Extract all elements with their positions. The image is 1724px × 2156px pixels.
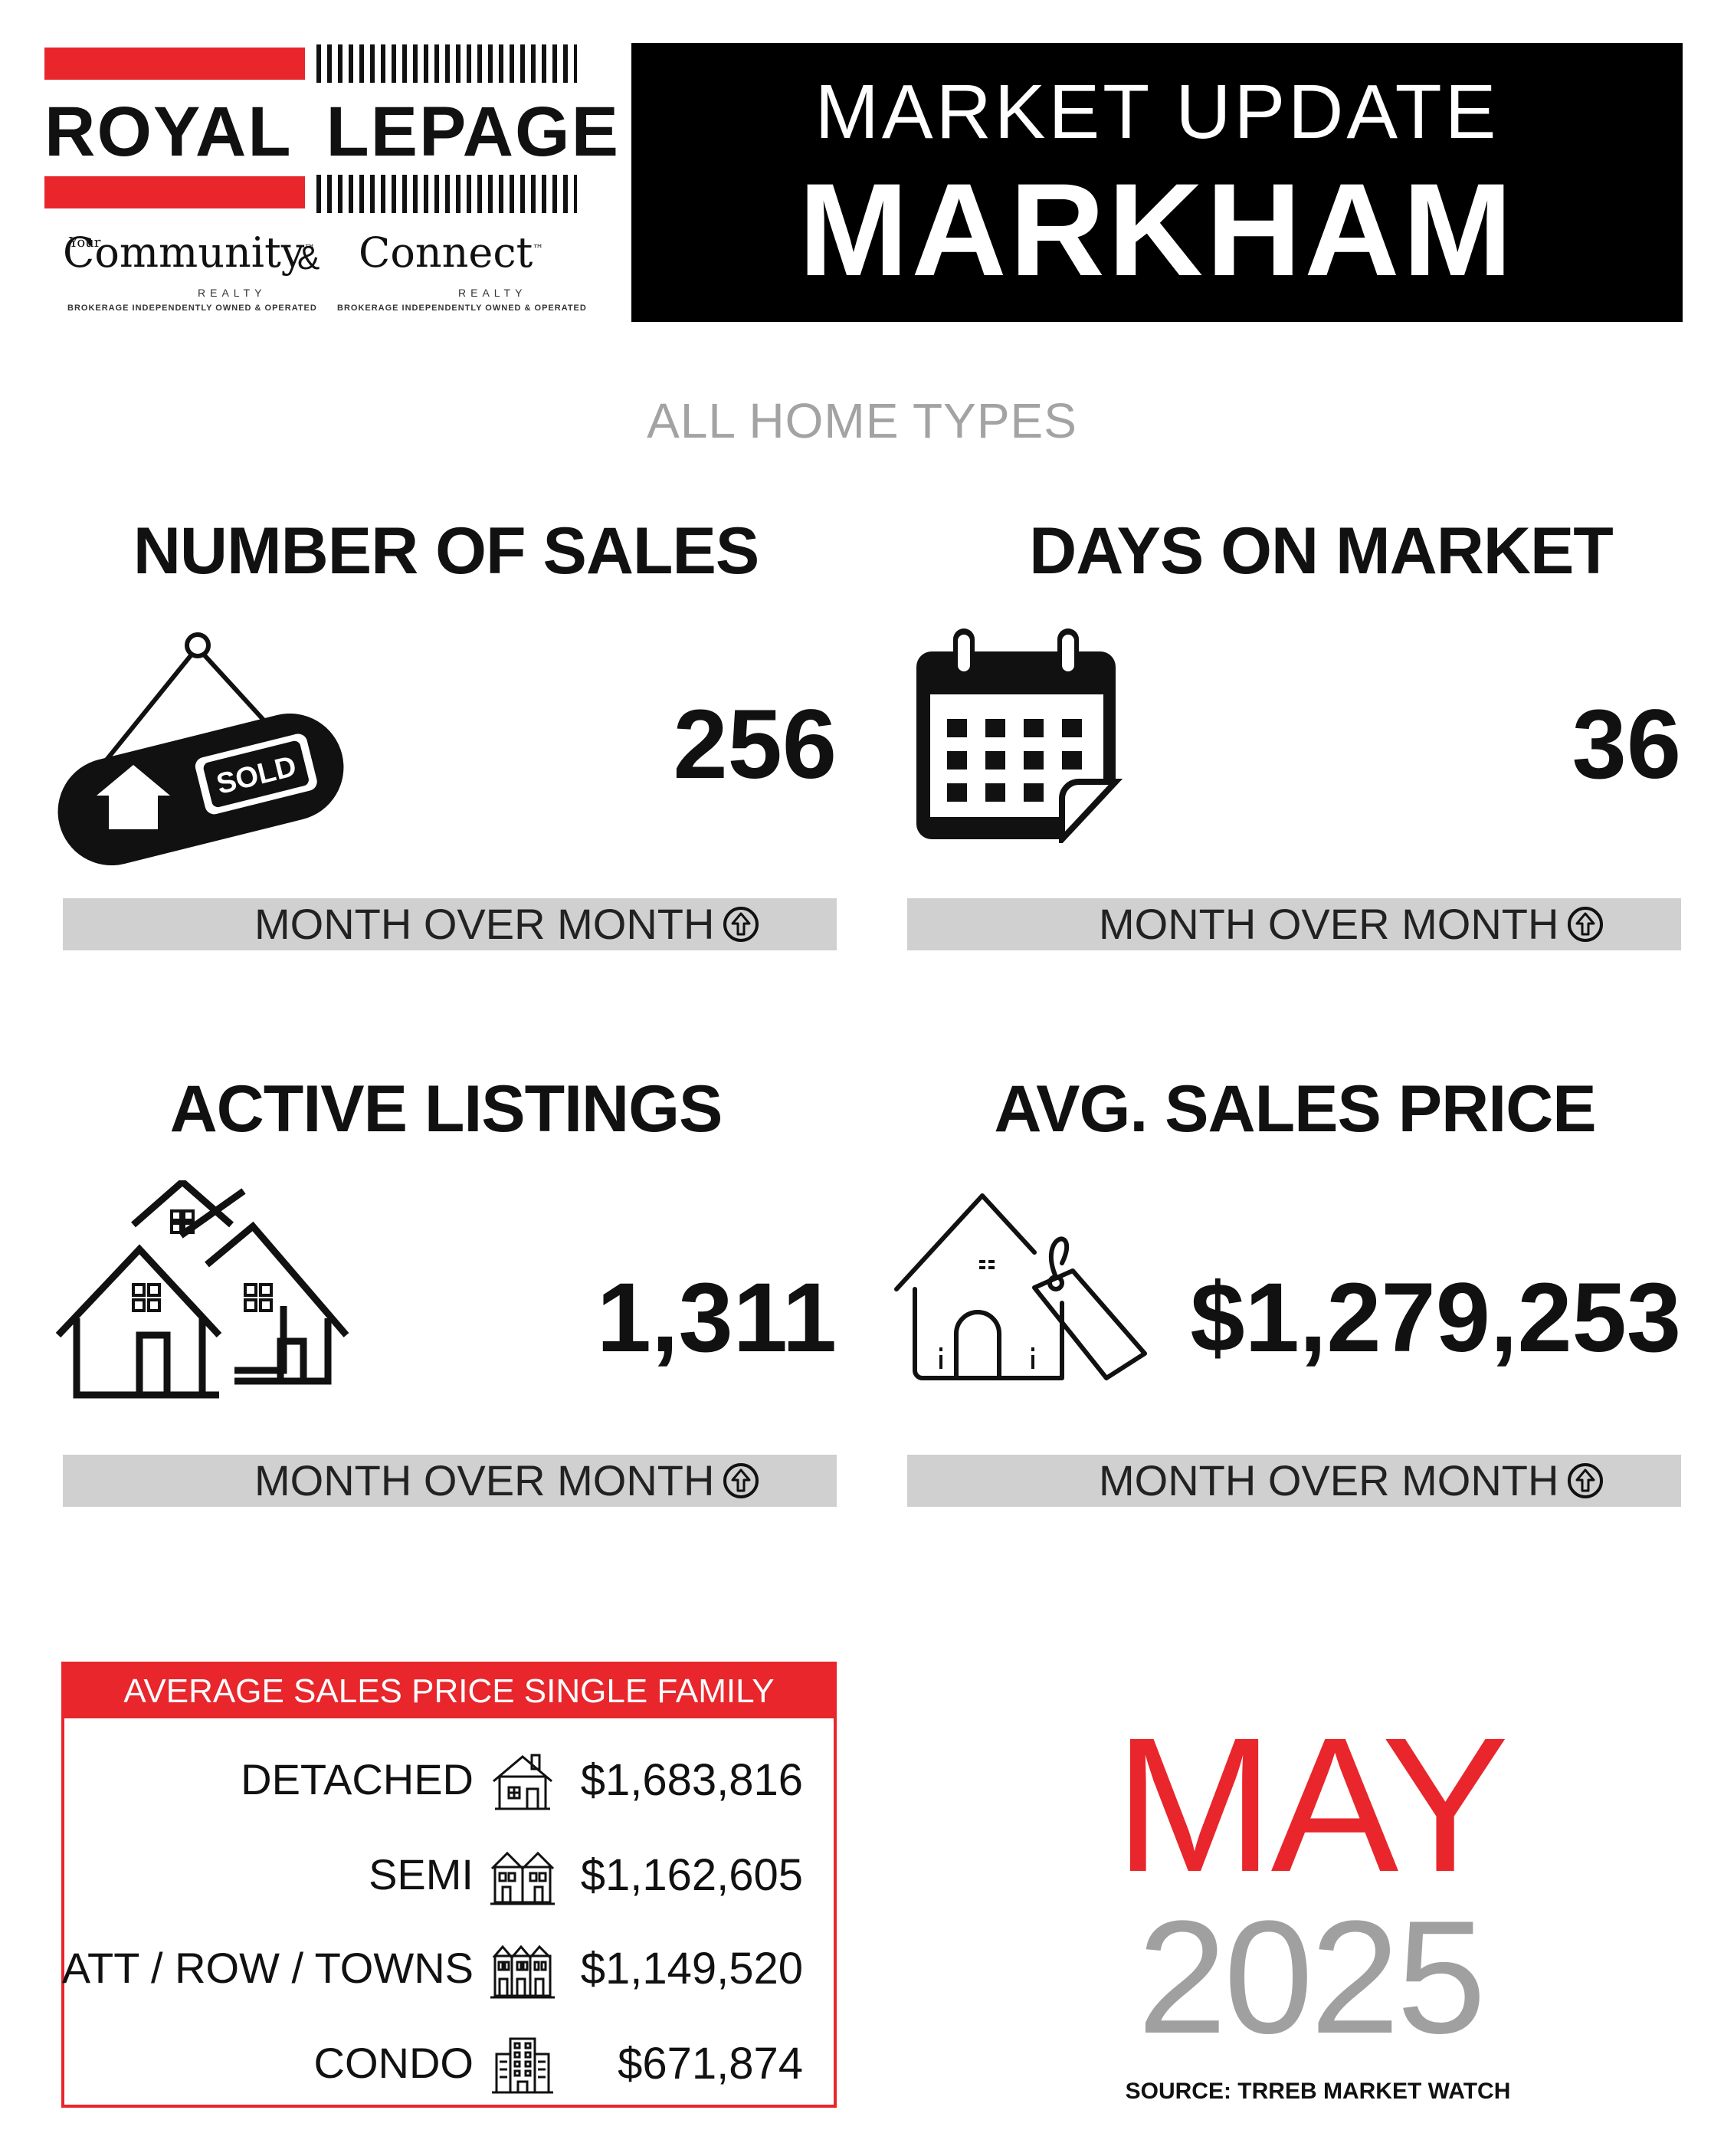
- residence-type: ATT / ROW / TOWNS: [61, 1944, 474, 1992]
- logo-realty-2: REALTY: [458, 287, 527, 299]
- residence-price-table: AVERAGE SALES PRICE SINGLE FAMILY RESIDE…: [61, 1662, 837, 2108]
- residence-type: SEMI: [369, 1850, 474, 1898]
- trend-bar-avg-price: MONTH OVER MONTH: [907, 1455, 1681, 1507]
- trend-bar-sales: MONTH OVER MONTH: [63, 898, 837, 950]
- logo-ampersand: &: [297, 239, 320, 277]
- home-types-subtitle: ALL HOME TYPES: [647, 393, 1077, 448]
- arrow-up-circle-icon: [1568, 1463, 1603, 1498]
- logo-barcode-top: [316, 44, 577, 83]
- header-city: MARKHAM: [798, 156, 1516, 304]
- period-month: MAY: [1114, 1698, 1509, 1912]
- sold-sign-icon: SOLD: [57, 632, 344, 866]
- table-row: DETACHED $1,683,816: [64, 1751, 834, 1812]
- logo-brokerage-2: BROKERAGE INDEPENDENTLY OWNED & OPERATED: [337, 304, 587, 313]
- logo-red-bar-top: [44, 48, 305, 80]
- stat-value-days: 36: [1572, 690, 1681, 799]
- stat-title-sales: NUMBER OF SALES: [133, 514, 759, 588]
- stat-value-avg-price: $1,279,253: [1190, 1263, 1681, 1373]
- residence-price: $1,162,605: [580, 1850, 803, 1900]
- table-row: ATT / ROW / TOWNS $1,149,520: [61, 1939, 834, 2000]
- logo-red-bar-bottom: [44, 176, 305, 208]
- residence-price: $1,149,520: [580, 1944, 803, 1994]
- logo-community-text: Community: [63, 228, 305, 277]
- semi-house-icon: [490, 1851, 555, 1905]
- residence-price: $671,874: [618, 2039, 803, 2089]
- arrow-up-circle-icon: [723, 907, 759, 942]
- logo-tm-2: ™: [533, 243, 544, 255]
- logo-community: Community™: [63, 228, 315, 277]
- logo-realty-1: REALTY: [198, 287, 267, 299]
- header-banner: MARKET UPDATE MARKHAM: [631, 43, 1683, 322]
- trend-label-listings: MONTH OVER MONTH: [254, 1456, 715, 1505]
- trend-label-sales: MONTH OVER MONTH: [254, 900, 715, 948]
- stat-title-days: DAYS ON MARKET: [1029, 514, 1614, 588]
- residence-type: CONDO: [313, 2039, 474, 2087]
- stat-title-avg-price: AVG. SALES PRICE: [994, 1072, 1596, 1146]
- residence-type: DETACHED: [241, 1755, 474, 1803]
- residence-price: $1,683,816: [580, 1755, 803, 1805]
- trend-label-avg-price: MONTH OVER MONTH: [1099, 1456, 1559, 1505]
- logo-your: Your: [69, 235, 101, 251]
- logo-brand-left: ROYAL: [44, 93, 291, 171]
- logo-tm-1: ™: [304, 243, 316, 255]
- header-market-update: MARKET UPDATE: [814, 69, 1499, 155]
- logo-brokerage-1: BROKERAGE INDEPENDENTLY OWNED & OPERATED: [67, 304, 317, 313]
- calendar-icon: [916, 628, 1123, 843]
- trend-bar-listings: MONTH OVER MONTH: [63, 1455, 837, 1507]
- trend-label-days: MONTH OVER MONTH: [1099, 900, 1559, 948]
- houses-icon: [55, 1180, 349, 1399]
- arrow-up-circle-icon: [1568, 907, 1603, 942]
- residence-table-header: AVERAGE SALES PRICE SINGLE FAMILY RESIDE…: [64, 1665, 834, 1764]
- period-year: 2025: [1137, 1887, 1486, 2067]
- detached-house-icon: [493, 1754, 552, 1810]
- logo-barcode-bottom: [316, 175, 577, 213]
- stat-title-listings: ACTIVE LISTINGS: [169, 1072, 723, 1146]
- stat-value-listings: 1,311: [596, 1263, 837, 1373]
- house-price-tag-icon: [894, 1193, 1147, 1380]
- table-row: SEMI $1,162,605: [64, 1846, 834, 1907]
- townhouse-icon: [490, 1944, 555, 1999]
- stat-value-sales: 256: [673, 690, 837, 799]
- royal-lepage-logo: ROYAL LEPAGE Your Community™ & Connect™ …: [44, 44, 618, 320]
- logo-connect: Connect™: [359, 228, 543, 277]
- logo-brand-right: LEPAGE: [326, 93, 620, 171]
- logo-connect-text: Connect: [359, 228, 533, 277]
- trend-bar-days: MONTH OVER MONTH: [907, 898, 1681, 950]
- arrow-up-circle-icon: [723, 1463, 759, 1498]
- table-row: CONDO $671,874: [64, 2034, 834, 2095]
- condo-building-icon: [492, 2037, 553, 2094]
- source-note: SOURCE: TRREB MARKET WATCH: [1125, 2079, 1511, 2104]
- logo-wordmark: ROYAL LEPAGE: [44, 97, 620, 167]
